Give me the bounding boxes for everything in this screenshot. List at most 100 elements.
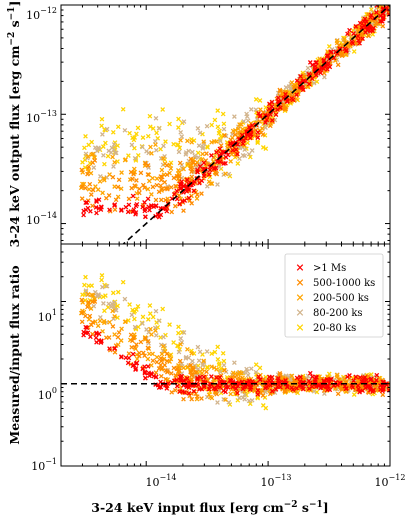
legend-marker: × bbox=[295, 321, 304, 334]
scatter-point-top bbox=[134, 178, 139, 183]
scatter-point-top bbox=[255, 139, 260, 144]
scatter-point-bottom bbox=[230, 370, 236, 376]
scatter-point-top bbox=[126, 196, 132, 202]
scatter-point-bottom bbox=[230, 379, 236, 384]
scatter-point-top bbox=[294, 92, 300, 97]
scatter-point-bottom bbox=[115, 334, 121, 340]
scatter-point-bottom bbox=[160, 306, 166, 312]
scatter-point-top bbox=[253, 107, 259, 113]
scatter-point-bottom bbox=[129, 312, 135, 318]
scatter-point-top bbox=[195, 169, 200, 175]
scatter-point-top bbox=[249, 123, 255, 128]
scatter-point-bottom bbox=[211, 365, 217, 371]
scatter-point-bottom bbox=[366, 383, 372, 388]
scatter-point-bottom bbox=[257, 381, 263, 387]
scatter-point-top bbox=[345, 31, 350, 37]
scatter-point-bottom bbox=[353, 374, 359, 380]
scatter-point-top bbox=[154, 176, 160, 181]
scatter-point-top bbox=[147, 207, 152, 213]
scatter-point-top bbox=[239, 122, 244, 127]
scatter-point-bottom bbox=[85, 330, 91, 336]
scatter-point-bottom bbox=[94, 339, 99, 345]
scatter-point-top bbox=[134, 201, 140, 207]
scatter-point-bottom bbox=[82, 282, 87, 288]
scatter-point-top bbox=[135, 125, 141, 131]
scatter-point-top bbox=[136, 186, 142, 192]
top-axis-ticks bbox=[60, 4, 391, 244]
scatter-point-bottom bbox=[298, 374, 303, 380]
scatter-point-top bbox=[110, 174, 116, 180]
scatter-point-top bbox=[156, 126, 162, 131]
scatter-point-top bbox=[209, 181, 215, 186]
scatter-point-bottom bbox=[133, 367, 138, 372]
scatter-point-bottom bbox=[223, 397, 228, 403]
scatter-point-bottom bbox=[95, 323, 101, 329]
scatter-point-top bbox=[175, 142, 180, 148]
scatter-point-top bbox=[142, 208, 148, 214]
scatter-point-top bbox=[191, 159, 196, 165]
scatter-point-top bbox=[300, 87, 306, 93]
scatter-point-top bbox=[148, 144, 153, 150]
scatter-point-bottom bbox=[171, 365, 177, 371]
scatter-point-top bbox=[298, 74, 303, 79]
scatter-point-top bbox=[158, 197, 164, 203]
scatter-point-bottom bbox=[79, 297, 85, 303]
scatter-point-bottom bbox=[140, 366, 146, 372]
scatter-point-top bbox=[134, 131, 139, 137]
scatter-point-bottom bbox=[132, 345, 138, 350]
scatter-point-top bbox=[269, 104, 275, 109]
top-ytick-label: 10−13 bbox=[26, 109, 57, 125]
scatter-point-top bbox=[181, 119, 187, 124]
scatter-point-top bbox=[357, 20, 363, 26]
bottom-axis-ticks bbox=[60, 243, 391, 467]
scatter-point-bottom bbox=[233, 386, 239, 392]
scatter-point-top bbox=[257, 98, 263, 103]
scatter-point-top bbox=[173, 183, 178, 189]
scatter-point-top bbox=[110, 154, 115, 160]
scatter-point-top bbox=[176, 125, 181, 130]
scatter-point-top bbox=[160, 107, 166, 112]
scatter-point-top bbox=[278, 105, 283, 111]
scatter-point-top bbox=[260, 132, 266, 137]
scatter-point-bottom bbox=[335, 391, 341, 397]
scatter-point-top bbox=[264, 117, 270, 123]
scatter-point-top bbox=[212, 117, 218, 123]
scatter-point-top bbox=[100, 190, 105, 196]
scatter-point-top bbox=[125, 209, 131, 215]
scatter-point-top bbox=[235, 126, 241, 132]
scatter-point-top bbox=[177, 160, 183, 166]
scatter-point-bottom bbox=[132, 324, 138, 330]
scatter-point-top bbox=[174, 188, 180, 194]
scatter-point-top bbox=[380, 14, 386, 20]
scatter-point-top bbox=[102, 161, 107, 167]
scatter-point-bottom bbox=[228, 391, 234, 397]
scatter-point-bottom bbox=[94, 330, 99, 336]
scatter-point-bottom bbox=[182, 390, 188, 395]
scatter-point-bottom bbox=[112, 346, 117, 352]
scatter-point-bottom bbox=[172, 387, 178, 393]
scatter-point-top bbox=[339, 53, 345, 58]
scatter-point-top bbox=[81, 208, 87, 214]
top-ytick-label: 10−12 bbox=[26, 6, 57, 22]
scatter-point-bottom bbox=[325, 384, 330, 389]
scatter-point-top bbox=[100, 144, 106, 149]
scatter-point-bottom bbox=[356, 386, 361, 392]
scatter-point-top bbox=[88, 170, 94, 176]
scatter-point-top bbox=[153, 115, 159, 121]
scatter-point-top bbox=[215, 124, 221, 130]
scatter-point-bottom bbox=[146, 370, 152, 376]
scatter-point-top bbox=[328, 49, 334, 55]
scatter-point-bottom bbox=[239, 371, 244, 376]
scatter-point-bottom bbox=[194, 394, 200, 399]
scatter-point-bottom bbox=[144, 327, 149, 332]
scatter-point-top bbox=[216, 130, 222, 136]
scatter-point-top bbox=[220, 111, 226, 117]
scatter-point-bottom bbox=[164, 358, 170, 364]
scatter-point-bottom bbox=[283, 389, 288, 395]
scatter-point-bottom bbox=[197, 374, 203, 380]
scatter-point-top bbox=[281, 101, 287, 107]
scatter-point-bottom bbox=[197, 349, 203, 355]
scatter-point-top bbox=[177, 169, 182, 175]
scatter-point-bottom bbox=[108, 304, 114, 309]
scatter-point-top bbox=[92, 145, 98, 150]
